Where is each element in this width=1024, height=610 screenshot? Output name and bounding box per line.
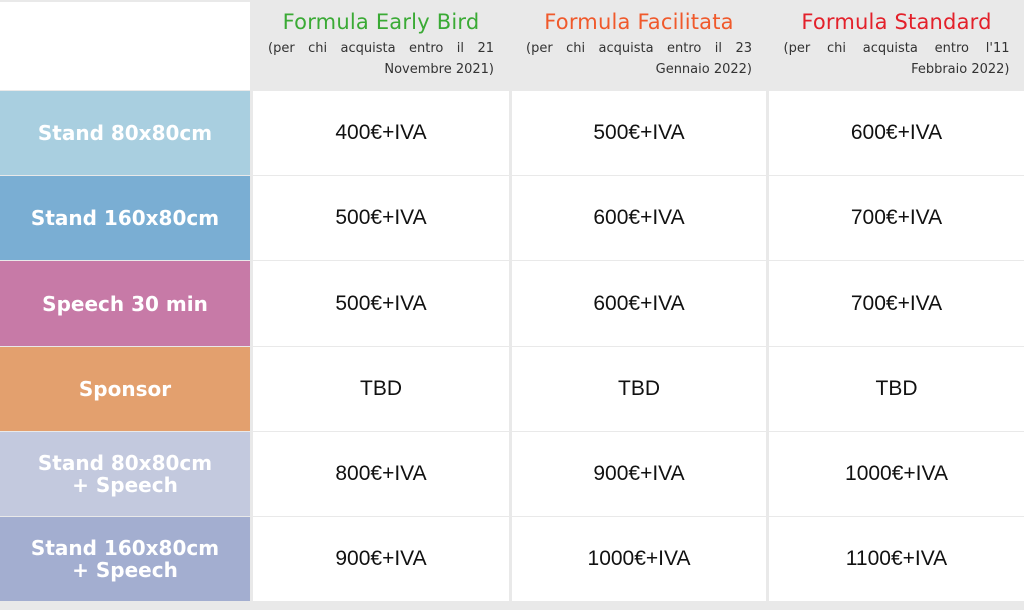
column-subtitle: (per chi acquista entro l'11 Febbraio 20… [783, 41, 1010, 77]
price-cell: 600€+IVA [512, 176, 766, 260]
column-subtitle: (per chi acquista entro il 21 Novembre 2… [268, 41, 494, 77]
row-label-speech-30-min: Speech 30 min [0, 261, 250, 346]
price-cell: TBD [769, 347, 1024, 431]
row-label-stand-80x80: Stand 80x80cm [0, 91, 250, 175]
row-label-sponsor: Sponsor [0, 347, 250, 431]
price-cell: 700€+IVA [769, 261, 1024, 346]
price-cell: 700€+IVA [769, 176, 1024, 260]
column-header-facilitata: Formula Facilitata (per chi acquista ent… [512, 2, 766, 90]
price-cell: 500€+IVA [253, 176, 509, 260]
price-cell: 400€+IVA [253, 91, 509, 175]
price-cell: 900€+IVA [512, 432, 766, 516]
column-header-standard: Formula Standard (per chi acquista entro… [769, 2, 1024, 90]
column-title: Formula Early Bird [282, 10, 480, 34]
price-cell: 600€+IVA [512, 261, 766, 346]
row-label-stand-160x80-speech: Stand 160x80cm + Speech [0, 517, 250, 601]
price-cell: 500€+IVA [253, 261, 509, 346]
row-label-stand-160x80: Stand 160x80cm [0, 176, 250, 260]
price-cell: 1000€+IVA [769, 432, 1024, 516]
column-title: Formula Facilitata [544, 10, 734, 34]
price-cell: 500€+IVA [512, 91, 766, 175]
table-corner [0, 2, 250, 90]
price-cell: 1000€+IVA [512, 517, 766, 601]
row-label-stand-80x80-speech: Stand 80x80cm + Speech [0, 432, 250, 516]
price-cell: TBD [253, 347, 509, 431]
price-cell: 1100€+IVA [769, 517, 1024, 601]
price-cell: 600€+IVA [769, 91, 1024, 175]
price-cell: 900€+IVA [253, 517, 509, 601]
column-title: Formula Standard [801, 10, 992, 34]
column-header-early-bird: Formula Early Bird (per chi acquista ent… [253, 2, 509, 90]
price-cell: TBD [512, 347, 766, 431]
price-cell: 800€+IVA [253, 432, 509, 516]
column-subtitle: (per chi acquista entro il 23 Gennaio 20… [526, 41, 752, 77]
